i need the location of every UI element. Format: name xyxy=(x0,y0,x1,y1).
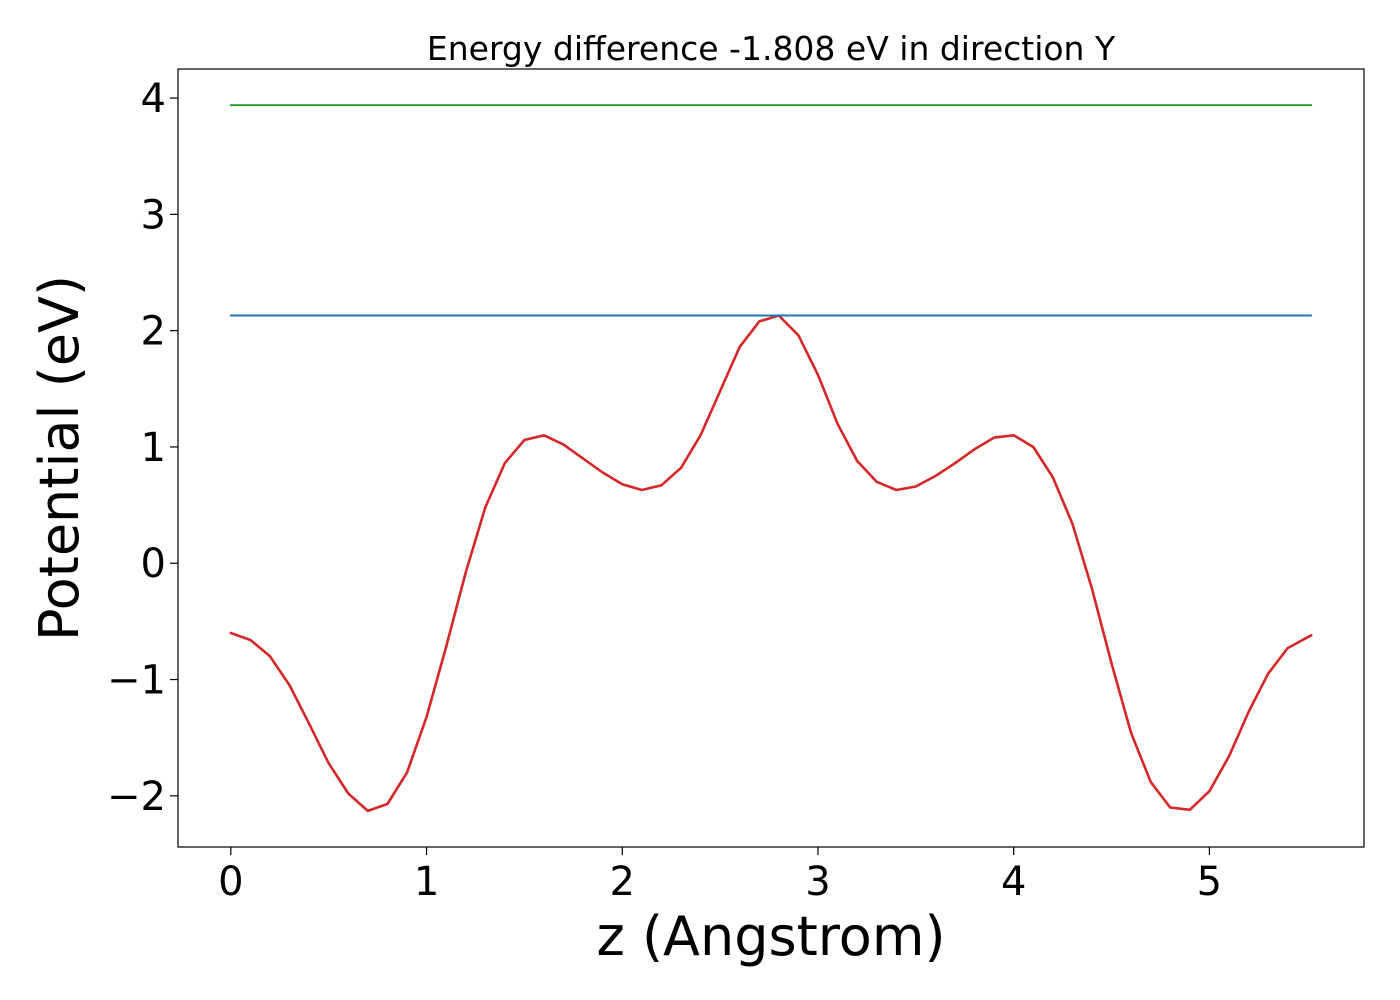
x-tick-label: 4 xyxy=(1001,859,1026,905)
x-tick-label: 1 xyxy=(414,859,439,905)
x-tick-label: 5 xyxy=(1197,859,1222,905)
series-layer xyxy=(229,104,1313,813)
y-tick-label: 1 xyxy=(141,425,166,471)
y-tick-label: 0 xyxy=(141,541,166,587)
x-tick-label: 3 xyxy=(805,859,830,905)
y-tick-label: −2 xyxy=(107,774,166,820)
x-tick-label: 0 xyxy=(218,859,243,905)
y-axis-title: Potential (eV) xyxy=(28,275,91,641)
y-tick-label: 4 xyxy=(141,76,166,122)
chart-title: Energy difference -1.808 eV in direction… xyxy=(427,29,1116,68)
y-tick-label: 3 xyxy=(141,192,166,238)
x-tick-label: 2 xyxy=(610,859,635,905)
plot-frame xyxy=(177,68,1365,848)
y-axis: −2 −1 0 1 2 3 4 xyxy=(107,76,178,820)
x-axis-title: z (Angstrom) xyxy=(596,905,945,968)
y-tick-label: −1 xyxy=(107,658,166,704)
x-axis: 0 1 2 3 4 5 xyxy=(218,847,1222,905)
series-line-potential xyxy=(229,314,1313,813)
y-tick-label: 2 xyxy=(141,309,166,355)
